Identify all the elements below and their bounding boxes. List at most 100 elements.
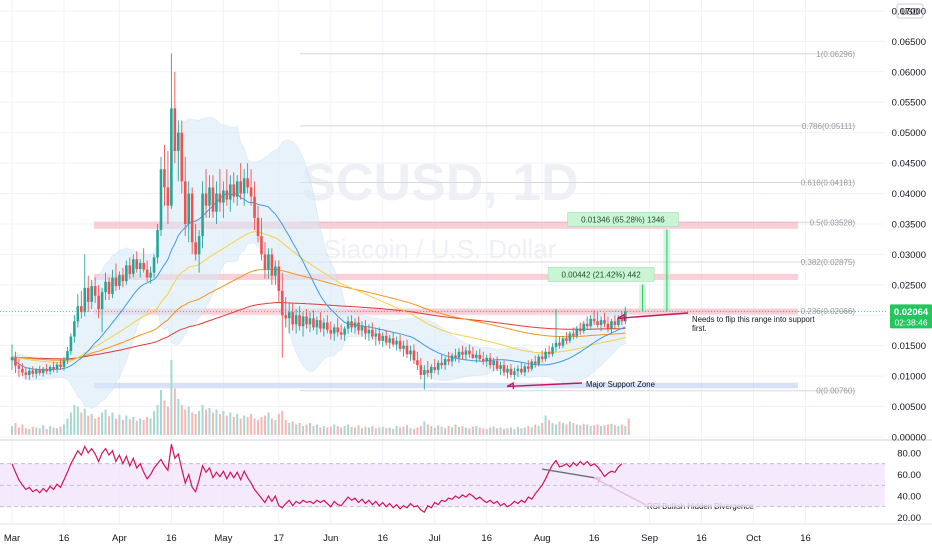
volume-bar — [270, 418, 273, 435]
candle-body — [436, 362, 440, 371]
volume-bar — [416, 427, 419, 435]
candle-body — [502, 365, 506, 373]
volume-bar — [125, 415, 128, 435]
candle — [468, 344, 471, 358]
candle-body — [225, 190, 229, 200]
volume-bar — [582, 423, 585, 435]
candle — [332, 324, 336, 341]
candle — [93, 277, 97, 304]
candle — [159, 157, 163, 237]
candle — [121, 267, 125, 288]
annotation-arrow-shaft — [617, 312, 689, 319]
ma-yellow-line — [11, 231, 626, 364]
candle — [450, 352, 454, 367]
candle — [516, 365, 520, 378]
candle-body — [322, 322, 326, 329]
volume-bar — [347, 424, 350, 435]
volume-bar — [388, 427, 391, 435]
candle — [31, 366, 35, 378]
currency-badge[interactable] — [896, 3, 924, 19]
measure-label-box — [567, 212, 679, 227]
candle — [69, 333, 73, 355]
candle-body — [17, 365, 21, 369]
currency-label: USD — [901, 7, 919, 17]
candle-body — [530, 361, 534, 369]
candle-body — [194, 242, 197, 255]
candle — [603, 312, 606, 328]
volume-bar — [579, 425, 582, 435]
volume-bar — [146, 417, 149, 435]
candle — [263, 242, 267, 279]
candle-body — [454, 355, 457, 358]
candle-body — [412, 350, 416, 361]
candle-body — [152, 257, 156, 273]
candle — [599, 316, 603, 332]
volume-bar — [378, 427, 381, 435]
volume-bar — [111, 412, 114, 435]
rsi-axis[interactable]: 80.00 60.00 40.00 20.00 — [897, 448, 921, 524]
candle-body — [610, 321, 613, 329]
volume-bar — [90, 414, 93, 435]
volume-bar — [49, 426, 52, 435]
candle-body — [118, 275, 121, 287]
volume-bar — [263, 415, 266, 435]
fib-label: 1(0.06296) — [816, 50, 855, 59]
candle — [270, 248, 274, 285]
volume-bar — [59, 426, 62, 435]
candle — [267, 248, 270, 279]
time-tick-label: 16 — [166, 533, 177, 544]
candle — [190, 187, 194, 255]
time-tick-label: 16 — [589, 533, 600, 544]
price-tick-label: 0.05000 — [892, 128, 926, 139]
candle-body — [90, 286, 93, 302]
candle — [478, 348, 482, 361]
candle — [509, 363, 513, 378]
volume-bar — [198, 411, 201, 435]
volume-bar — [66, 418, 69, 435]
candle — [222, 181, 225, 218]
volume-bar — [617, 426, 620, 435]
candle — [239, 163, 242, 200]
candle-body — [402, 345, 405, 349]
candle — [329, 321, 333, 340]
candle — [596, 312, 599, 328]
candle — [429, 363, 433, 380]
volume-bar — [305, 424, 308, 435]
volume-bar — [544, 415, 547, 435]
candle-body — [603, 320, 606, 324]
candle-body — [371, 329, 374, 337]
volume-bar — [322, 426, 325, 435]
candle-body — [73, 321, 76, 337]
candle-body — [239, 181, 242, 194]
rsi-tick-label: 40.00 — [897, 492, 921, 503]
candle — [187, 181, 191, 243]
volume-bar — [489, 427, 492, 435]
candle — [97, 284, 100, 319]
volume-bar — [565, 424, 568, 435]
candle — [41, 366, 45, 377]
candle — [395, 336, 398, 351]
candle — [606, 316, 610, 333]
volume-bar — [94, 418, 97, 435]
volume-bar — [101, 412, 104, 435]
candle-body — [267, 254, 270, 270]
rsi-tick-label: 60.00 — [897, 470, 921, 481]
volume-bar — [108, 416, 111, 435]
candle — [464, 346, 468, 361]
candle — [156, 223, 159, 264]
candle — [135, 251, 139, 273]
candle — [183, 157, 187, 237]
candle-body — [222, 190, 225, 203]
price-axis[interactable]: USD 0.07000 0.06500 0.06000 0.05500 0.05000 0… — [892, 3, 926, 443]
volume-bar — [319, 427, 322, 435]
candle-body — [547, 351, 551, 355]
volume-bar — [139, 418, 142, 435]
ma-orange-line — [11, 268, 626, 361]
candle-body — [170, 108, 173, 206]
candle — [502, 360, 506, 377]
candle-body — [544, 351, 547, 360]
time-axis[interactable]: Mar 16 Apr 16 May 17 Jun 16 Jul 16 Aug 16 Sep 16 Oct 16 — [0, 523, 932, 544]
volume-bar — [471, 426, 474, 435]
candle — [114, 263, 118, 291]
candle — [260, 217, 263, 261]
